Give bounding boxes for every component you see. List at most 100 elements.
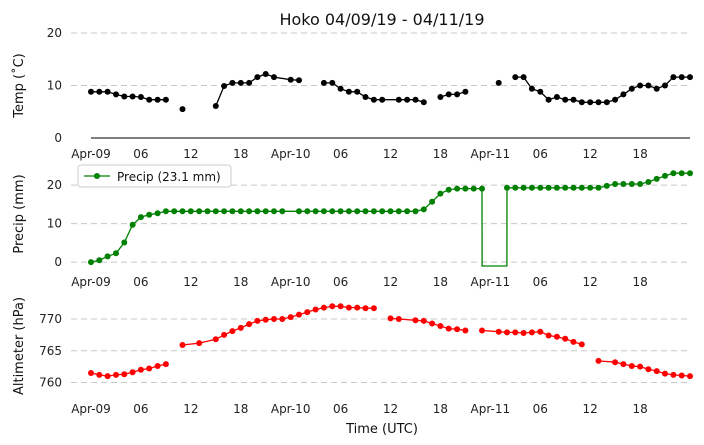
data-point (437, 323, 444, 329)
data-point (553, 184, 560, 191)
x-tick-label: 18 (433, 147, 448, 161)
data-point (162, 208, 169, 215)
data-point (537, 184, 544, 191)
y-tick-label: 770 (39, 312, 62, 326)
data-point (329, 79, 336, 86)
data-point (312, 208, 319, 215)
y-axis-label: Altimeter (hPa) (12, 297, 27, 395)
legend: Precip (23.1 mm) (77, 164, 232, 188)
data-point (337, 208, 344, 215)
data-point (620, 361, 627, 368)
data-point (628, 363, 635, 369)
data-point (196, 340, 203, 347)
data-point (337, 85, 344, 92)
data-point (196, 208, 203, 215)
data-point (395, 208, 402, 215)
data-point (628, 181, 635, 187)
data-point (379, 96, 386, 103)
data-point (570, 96, 577, 103)
data-point (296, 77, 302, 84)
data-point (88, 259, 94, 266)
data-point (545, 96, 552, 103)
data-point (113, 371, 119, 378)
data-point (637, 82, 644, 89)
data-point (162, 361, 169, 368)
data-point (296, 311, 302, 318)
y-tick-label: 765 (39, 344, 62, 358)
data-point (445, 91, 452, 98)
data-point (528, 85, 535, 92)
data-point (595, 357, 602, 364)
y-axis-label: Temp (˚C) (11, 53, 27, 119)
series-line (91, 73, 690, 107)
data-point (395, 96, 402, 103)
data-point (504, 329, 510, 336)
data-point (121, 371, 128, 378)
data-point (96, 371, 103, 378)
data-point (645, 366, 652, 373)
data-point (470, 185, 477, 192)
data-point (279, 208, 286, 215)
x-tick-label: 06 (533, 147, 548, 161)
data-point (578, 341, 585, 348)
data-point (620, 181, 627, 187)
data-point (603, 99, 610, 106)
data-point (512, 184, 519, 191)
y-tick-label: 10 (47, 79, 62, 93)
data-point (154, 363, 161, 369)
data-point (420, 206, 427, 213)
data-point (121, 239, 128, 246)
data-point (312, 306, 319, 313)
x-tick-label: 12 (583, 147, 598, 161)
data-point (620, 91, 627, 98)
x-tick-label: Apr-11 (471, 147, 511, 161)
data-point (637, 363, 644, 370)
data-point (670, 371, 677, 378)
data-point (146, 211, 153, 218)
data-point (479, 185, 485, 192)
data-point (262, 316, 269, 323)
x-tick-label: 12 (183, 402, 198, 416)
y-tick-label: 760 (39, 375, 62, 389)
data-point (287, 314, 294, 321)
data-point (495, 79, 502, 86)
data-point (262, 71, 269, 77)
data-point (545, 184, 552, 191)
x-tick-label: 18 (433, 275, 448, 289)
x-tick-label: Apr-11 (471, 275, 511, 289)
data-point (187, 208, 194, 215)
data-point (137, 94, 144, 100)
panel-1: 0 10 20 Apr-09 06 12 18 Apr-10 06 12 18 Apr-11 06 12 1… (11, 26, 693, 161)
data-point (454, 326, 461, 333)
data-point (362, 208, 369, 215)
data-point (562, 184, 569, 191)
x-tick-label: 12 (383, 147, 398, 161)
data-point (370, 208, 377, 215)
data-point (454, 91, 461, 98)
data-point (212, 336, 219, 343)
data-point (329, 208, 336, 215)
data-point (562, 335, 569, 342)
data-point (612, 96, 619, 103)
data-point (88, 370, 94, 376)
data-point (204, 208, 211, 215)
y-tick-label: 20 (47, 26, 62, 40)
data-point (537, 88, 544, 95)
data-point (254, 208, 261, 215)
legend-marker (94, 173, 100, 179)
data-point (337, 303, 344, 310)
data-point (445, 325, 452, 332)
data-point (670, 74, 677, 81)
x-tick-label: 06 (133, 147, 148, 161)
data-point (687, 373, 693, 380)
y-tick-label: 0 (54, 131, 62, 145)
data-point (320, 304, 327, 311)
data-point (454, 185, 461, 192)
data-point (362, 305, 369, 312)
data-point (229, 79, 236, 86)
data-point (171, 208, 178, 215)
data-point (612, 359, 619, 366)
data-point (595, 99, 602, 106)
data-point (479, 327, 485, 334)
data-point (104, 88, 111, 95)
